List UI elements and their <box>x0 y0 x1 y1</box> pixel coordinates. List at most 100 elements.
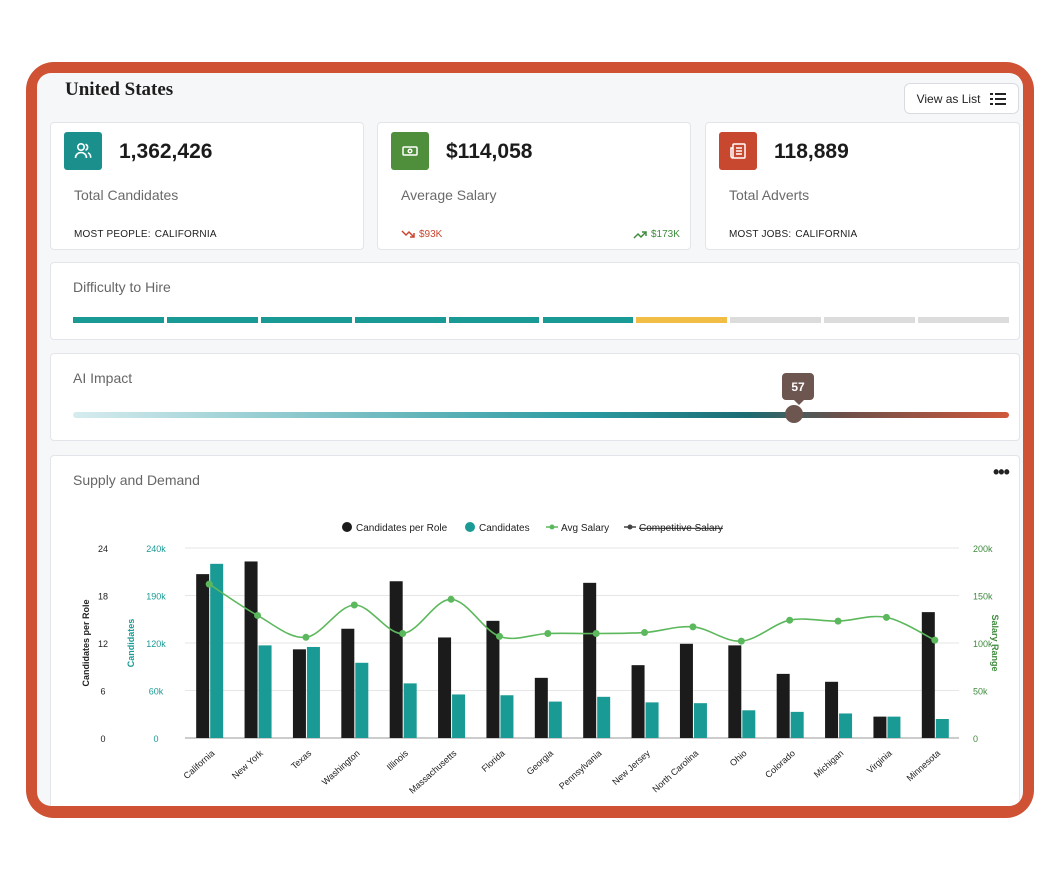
x-tick-label: Pennsylvania <box>557 748 603 791</box>
x-tick-label: Massachusetts <box>407 748 459 796</box>
bar-candidates-per-role <box>389 581 403 738</box>
bar-candidates <box>258 645 272 738</box>
difficulty-segment <box>636 317 728 323</box>
x-tick-label: Illinois <box>385 748 411 773</box>
difficulty-segment <box>260 317 352 323</box>
page-title: United States <box>65 79 174 100</box>
people-icon <box>64 132 102 170</box>
x-tick-label: Washington <box>320 748 362 787</box>
x-tick-label: New Jersey <box>610 748 652 787</box>
average-salary-label: Average Salary <box>401 187 497 203</box>
ai-impact-value: 57 <box>782 373 814 405</box>
bar-candidates-per-role <box>486 620 500 738</box>
list-icon <box>990 92 1007 105</box>
supply-demand-card: Supply and Demand ••• Candidates per Rol… <box>50 455 1020 806</box>
avg-salary-point <box>350 601 358 609</box>
view-as-list-label: View as List <box>916 91 981 106</box>
trend-up-icon <box>633 231 647 239</box>
bar-candidates-per-role <box>341 628 355 738</box>
money-icon <box>391 132 429 170</box>
total-candidates-value: 1,362,426 <box>119 140 213 163</box>
difficulty-segment <box>730 317 822 323</box>
y-tick-label: 0 <box>100 734 105 744</box>
x-tick-label: New York <box>230 748 265 781</box>
y-axis-label: Candidates per Role <box>81 599 91 686</box>
newspaper-icon <box>719 132 757 170</box>
more-options-icon[interactable]: ••• <box>993 462 1010 482</box>
bar-candidates-per-role <box>583 582 597 738</box>
bar-candidates-per-role <box>776 673 790 738</box>
y2-tick-label: 120k <box>146 639 166 649</box>
x-tick-label: Minnesota <box>905 748 943 783</box>
y-right-tick-label: 100k <box>973 639 993 649</box>
bar-candidates <box>306 646 320 738</box>
salary-low: $93K <box>401 229 442 240</box>
y-tick-label: 24 <box>98 544 108 554</box>
difficulty-card: Difficulty to Hire <box>50 262 1020 340</box>
stat-card-salary: $114,058 Average Salary $93K $173K <box>377 122 691 250</box>
bar-candidates-per-role <box>534 677 548 738</box>
y2-tick-label: 240k <box>146 544 166 554</box>
total-candidates-label: Total Candidates <box>74 187 179 203</box>
bar-candidates <box>548 701 562 738</box>
bar-candidates <box>597 696 611 738</box>
y-right-tick-label: 150k <box>973 592 993 602</box>
bar-candidates <box>935 719 949 738</box>
most-people: MOST PEOPLE: CALIFORNIA <box>74 229 217 240</box>
ai-impact-title: AI Impact <box>73 370 133 386</box>
y2-tick-label: 60k <box>149 687 164 697</box>
legend-marker <box>465 522 475 532</box>
bar-candidates <box>645 702 659 738</box>
bar-candidates <box>210 563 224 738</box>
chart-title: Supply and Demand <box>73 472 200 488</box>
x-tick-label: Ohio <box>728 748 749 768</box>
bar-candidates-per-role <box>292 649 306 738</box>
bar-candidates-per-role <box>196 574 210 738</box>
bar-candidates <box>500 695 514 738</box>
y-right-tick-label: 50k <box>973 687 988 697</box>
x-tick-label: North Carolina <box>650 748 700 794</box>
total-adverts-label: Total Adverts <box>729 187 810 203</box>
legend-marker <box>627 524 633 530</box>
trend-down-icon <box>401 230 415 238</box>
difficulty-segment <box>448 317 540 323</box>
avg-salary-point <box>786 616 794 624</box>
difficulty-segment <box>354 317 446 323</box>
x-tick-label: Georgia <box>525 748 555 777</box>
avg-salary-point <box>834 617 842 625</box>
legend-label: Candidates per Role <box>356 523 448 534</box>
stat-card-candidates: 1,362,426 Total Candidates MOST PEOPLE: C… <box>50 122 364 250</box>
bar-candidates-per-role <box>679 643 693 738</box>
avg-salary-point <box>592 630 600 637</box>
avg-salary-point <box>737 637 745 645</box>
legend-marker <box>549 524 555 530</box>
stat-card-adverts: 118,889 Total Adverts MOST JOBS: CALIFORN… <box>705 122 1020 250</box>
y2-tick-label: 0 <box>153 734 158 744</box>
avg-salary-point <box>544 630 552 637</box>
supply-demand-chart: Candidates per Role Candidates Avg Salary C… <box>81 522 1000 796</box>
y-right-axis-label: Salary Range <box>990 614 1000 671</box>
avg-salary-point <box>641 629 649 637</box>
difficulty-segment <box>824 317 916 323</box>
bar-candidates-per-role <box>631 665 645 738</box>
ai-impact-knob[interactable] <box>785 405 803 423</box>
bar-candidates <box>403 683 417 738</box>
dashboard-panel: United States View as List 1,362,426 Tot… <box>37 73 1023 806</box>
view-as-list-button[interactable]: View as List <box>904 83 1019 114</box>
bar-candidates <box>693 703 707 738</box>
bar-candidates <box>452 694 466 738</box>
bar-candidates <box>790 711 804 738</box>
bar-candidates-per-role <box>825 681 839 738</box>
difficulty-title: Difficulty to Hire <box>73 279 171 295</box>
difficulty-segment <box>166 317 258 323</box>
total-adverts-value: 118,889 <box>774 140 849 163</box>
avg-salary-line <box>208 583 936 642</box>
bar-candidates <box>839 713 853 738</box>
avg-salary-point <box>495 632 503 640</box>
ai-impact-track <box>73 412 1009 418</box>
y2-axis-label: Candidates <box>126 619 136 668</box>
bar-candidates <box>887 716 901 738</box>
difficulty-segment <box>918 317 1009 323</box>
y-right-tick-label: 0 <box>973 734 978 744</box>
average-salary-value: $114,058 <box>446 140 533 163</box>
